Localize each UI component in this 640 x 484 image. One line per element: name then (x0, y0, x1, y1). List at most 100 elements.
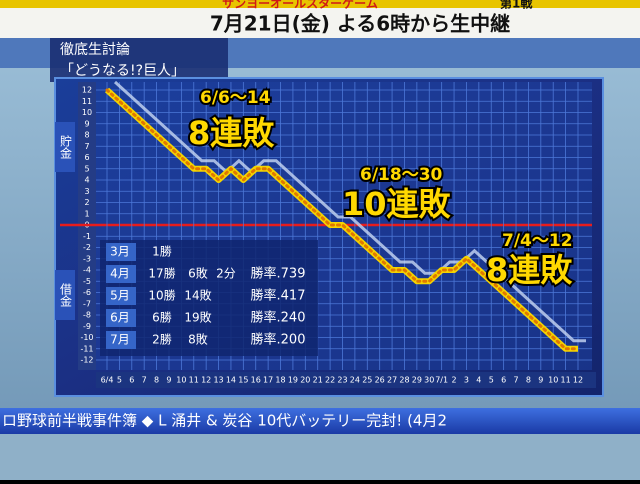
record-month: 6月 (110, 311, 130, 325)
y-tick-label: -2 (83, 243, 91, 252)
x-tick-label: 19 (288, 376, 298, 385)
event-name: サンヨーオールスターゲーム (222, 0, 378, 11)
y-tick-label: 11 (82, 97, 92, 106)
schedule: 7月21日(金) よる6時から生中継 (210, 12, 510, 36)
y-tick-label: -4 (83, 266, 91, 275)
month-cell (106, 309, 136, 327)
record-rate: 勝率.417 (251, 288, 306, 304)
y-tick-label: -1 (83, 232, 91, 241)
record-losses: 6敗 (188, 266, 208, 281)
x-tick-label: 5 (489, 376, 494, 385)
x-tick-label: 15 (238, 376, 248, 385)
y-tick-label: 5 (84, 164, 89, 173)
y-tick-label: -11 (80, 344, 93, 353)
record-losses: 8敗 (188, 332, 208, 347)
x-tick-label: 27 (387, 376, 397, 385)
y-tick-label: -5 (83, 277, 91, 286)
line-dots (105, 88, 580, 351)
x-tick-label: 8 (154, 376, 159, 385)
lower-label-box (55, 270, 75, 320)
x-tick-label: 10 (548, 376, 558, 385)
x-tick-label: 12 (573, 376, 583, 385)
y-tick-label: 3 (84, 187, 89, 196)
record-draws: 2分 (216, 267, 236, 281)
segment-line2: 「どうなる!?巨人」 (60, 63, 185, 79)
annotation-text: 8連敗 (188, 114, 275, 152)
record-table-bg (100, 240, 318, 356)
x-tick-label: 24 (350, 376, 360, 385)
annotation-range: 6/18～30 (360, 165, 443, 185)
chart: 1211109876543210-1-2-3-4-5-6-7-8-9-10-11… (55, 80, 596, 388)
x-tick-label: 22 (325, 376, 335, 385)
line-shadow (113, 80, 586, 343)
y-tick-label: -7 (83, 299, 91, 308)
record-rate: 勝率.200 (251, 332, 306, 348)
x-tick-label: 6 (501, 376, 506, 385)
month-cell (106, 331, 136, 349)
record-wins: 1勝 (152, 244, 172, 259)
segment-line1: 徹底生討論 (60, 42, 130, 58)
month-cell (106, 287, 136, 305)
x-tick-label: 30 (424, 376, 434, 385)
x-tick-label: 7 (142, 376, 147, 385)
y-tick-label: -12 (80, 356, 93, 365)
y-tick-label: 9 (84, 119, 89, 128)
month-cell (106, 265, 136, 283)
game-number: 第1戦 (500, 0, 533, 11)
x-tick-label: 5 (117, 376, 122, 385)
record-month: 3月 (110, 245, 130, 259)
y-tick-label: -10 (80, 333, 93, 342)
x-tick-label: 8 (526, 376, 531, 385)
record-wins: 10勝 (148, 288, 175, 303)
x-tick-label: 21 (313, 376, 323, 385)
month-cell (106, 243, 136, 261)
x-tick-label: 11 (561, 376, 571, 385)
record-rate: 勝率.739 (251, 266, 306, 282)
y-tick-label: 12 (82, 86, 92, 95)
y-tick-label: -8 (83, 311, 91, 320)
y-tick-label: 4 (84, 176, 89, 185)
x-tick-band (96, 372, 596, 388)
upper-label: 貯金 (59, 135, 73, 159)
x-tick-label: 11 (189, 376, 199, 385)
y-tick-label: -3 (83, 254, 91, 263)
y-tick-label: 1 (84, 209, 89, 218)
x-tick-label: 13 (213, 376, 223, 385)
y-tick-label: 6 (84, 153, 89, 162)
upper-label-box (55, 122, 75, 172)
x-tick-label: 20 (300, 376, 310, 385)
record-wins: 2勝 (152, 332, 172, 347)
annotation-range: 6/6～14 (200, 88, 271, 108)
record-wins: 6勝 (152, 310, 172, 325)
x-tick-label: 26 (375, 376, 385, 385)
x-tick-label: 28 (399, 376, 409, 385)
annotation-range: 7/4～12 (502, 231, 573, 251)
x-tick-label: 18 (275, 376, 285, 385)
x-tick-label: 29 (412, 376, 422, 385)
y-tick-label: 7 (84, 142, 89, 151)
x-tick-label: 7/1 (435, 376, 448, 385)
y-tick-label: 10 (82, 108, 92, 117)
x-tick-label: 9 (538, 376, 543, 385)
ticker-text: ロ野球前半戦事件簿 ◆ L 涌井 & 炭谷 10代バッテリー完封! (4月2 (2, 412, 447, 430)
x-tick-label: 2 (452, 376, 457, 385)
segment-box (50, 38, 228, 82)
banner-strip (0, 0, 640, 8)
record-rate: 勝率.240 (251, 310, 306, 326)
record-table: 3月 1勝 4月 17勝 6敗 2分 勝率.739 5月 10勝 14敗 勝率.417 6月 6勝 19敗… (100, 240, 318, 356)
y-tick-label: 2 (84, 198, 89, 207)
record-wins: 17勝 (148, 266, 175, 281)
x-tick-label: 16 (251, 376, 261, 385)
x-tick-label: 6/4 (101, 376, 114, 385)
x-tick-label: 10 (176, 376, 186, 385)
x-tick-label: 4 (476, 376, 481, 385)
y-tick-label: 8 (84, 131, 89, 140)
y-tick-label: -9 (83, 322, 91, 331)
x-tick-label: 3 (464, 376, 469, 385)
record-losses: 19敗 (184, 310, 211, 325)
y-tick-label: -6 (83, 288, 91, 297)
x-tick-label: 7 (513, 376, 518, 385)
annotation-text: 10連敗 (342, 185, 452, 223)
record-month: 7月 (110, 333, 130, 347)
ticker-band (0, 408, 640, 434)
